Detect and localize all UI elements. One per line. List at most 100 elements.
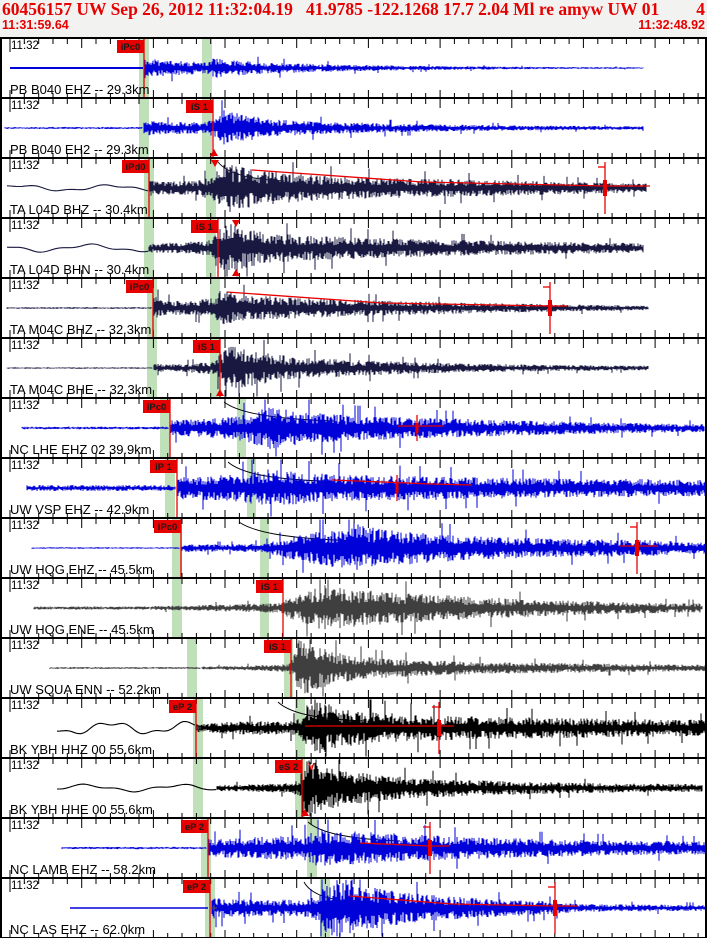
- coda-duration-marker-bar[interactable]: [437, 720, 441, 736]
- phase-pick-label: iS 1: [269, 642, 287, 653]
- time-tick-marks: [9, 99, 699, 157]
- amplitude-marker-bar[interactable]: [415, 423, 419, 433]
- phase-pick-flag[interactable]: [191, 220, 218, 233]
- phase-pick-flag[interactable]: [154, 520, 181, 533]
- coda-fit-red-line: [226, 291, 567, 307]
- seismogram-waveform: [216, 759, 703, 817]
- seismogram-waveform: [153, 339, 649, 397]
- trace-row-ta-m04c-bhe[interactable]: iS 1 11:32 TA M04C BHE -- 32.3km: [2, 337, 705, 397]
- trace-plot: iS 1: [9, 579, 703, 637]
- minute-label: 11:32: [11, 700, 39, 712]
- phase-pick-label: iS 1: [261, 582, 279, 593]
- pre-event-noise-trace: [61, 846, 207, 850]
- seismogram-waveform: [148, 223, 644, 277]
- pre-event-long-period-trace: [56, 720, 196, 735]
- phase-pick-flag[interactable]: [264, 640, 291, 653]
- phase-pick-flag[interactable]: [193, 340, 220, 353]
- minute-label: 11:32: [11, 760, 39, 772]
- station-channel-distance-label: UW HQG EHZ -- 45.5km: [10, 562, 154, 577]
- trace-plot: iPd0: [6, 159, 699, 217]
- phase-pick-flag[interactable]: [183, 880, 210, 893]
- phase-pick-label: eP 2: [187, 882, 206, 893]
- trace-plot: eP 2: [9, 879, 705, 937]
- trace-plot: iPc0: [9, 39, 699, 97]
- station-channel-distance-label: UW VSP EHZ -- 42.9km: [10, 502, 150, 517]
- phase-pick-flag[interactable]: [169, 700, 196, 713]
- time-tick-marks: [9, 879, 699, 937]
- coda-duration-marker-bar[interactable]: [428, 840, 432, 856]
- amplitude-marker-bar[interactable]: [395, 483, 399, 493]
- trace-plot: iS 1: [6, 219, 699, 277]
- trace-row-bk-ybh-hhe[interactable]: eS 2 V 11:32 BK YBH HHE 00 55.6km: [2, 757, 705, 817]
- phase-pick-label: iPd0: [125, 162, 145, 173]
- amplitude-pick-triangle-bottom: [210, 149, 218, 156]
- time-tick-marks: [9, 339, 699, 397]
- trace-row-uw-vsp-ehz[interactable]: iP 1 11:32 UW VSP EHZ -- 42.9km: [2, 457, 705, 517]
- trace-row-pb-b040-eh2[interactable]: iS 1 11:32 PB B040 EH2 -- 29.3km: [2, 97, 705, 157]
- trace-row-nc-lamb-ehz[interactable]: eP 2 11:32 NC LAMB EHZ -- 58.2km: [2, 817, 705, 877]
- phase-pick-flag[interactable]: [150, 460, 177, 473]
- pre-event-long-period-trace: [6, 184, 149, 192]
- seismogram-waveform: [143, 56, 644, 82]
- phase-pick-flag[interactable]: [275, 760, 302, 773]
- time-tick-marks: [9, 759, 699, 817]
- pre-event-noise-trace: [6, 367, 153, 369]
- minute-label: 11:32: [11, 160, 39, 172]
- amplitude-pick-triangle-top: [232, 220, 240, 227]
- minute-label: 11:32: [11, 580, 39, 592]
- trace-plot: eP 2: [9, 819, 705, 877]
- trace-row-uw-squa-enn[interactable]: iS 1 11:32 UW SQUA ENN -- 52.2km: [2, 637, 705, 697]
- trace-row-bk-ybh-hhz[interactable]: eP 2 11:32 BK YBH HHZ 00 55.6km: [2, 697, 705, 757]
- trace-row-ta-l04d-bhn[interactable]: iS 1 11:32 TA L04D BHN -- 30.4km: [2, 217, 705, 277]
- trace-row-uw-hqg-ehz[interactable]: iPc0 11:32 UW HQG EHZ -- 45.5km: [2, 517, 705, 577]
- pre-event-noise-trace: [4, 126, 143, 130]
- trace-row-ta-m04c-bhz[interactable]: iPc0 11:32 TA M04C BHZ -- 32.3km: [2, 277, 705, 337]
- station-channel-distance-label: TA M04C BHE -- 32.3km: [10, 382, 153, 397]
- phase-pick-flag[interactable]: [181, 820, 208, 833]
- seismogram-waveform: [169, 399, 705, 457]
- phase-pick-flag[interactable]: [126, 280, 153, 293]
- trace-plot: iPc0: [9, 519, 705, 577]
- seismogram-waveform: [195, 699, 705, 757]
- time-tick-marks: [9, 699, 699, 757]
- phase-pick-label: iS 1: [196, 222, 214, 233]
- phase-pick-label: eS 2: [279, 762, 299, 773]
- pre-event-noise-trace: [21, 426, 169, 430]
- seismogram-waveform: [143, 100, 644, 145]
- phase-pick-flag[interactable]: [256, 580, 283, 593]
- trace-row-nc-lhe-ehz[interactable]: iPc0 11:32 NC LHE EHZ 02 39.9km: [2, 397, 705, 457]
- pre-event-noise-trace: [26, 485, 176, 491]
- seismogram-waveform: [211, 879, 705, 937]
- trace-row-ta-l04d-bhz[interactable]: iPd0 11:32 TA L04D BHZ -- 30.4km: [2, 157, 705, 217]
- phase-pick-flag[interactable]: [186, 100, 213, 113]
- trace-plot: iS 1: [6, 339, 699, 397]
- phase-pick-flag[interactable]: [122, 160, 149, 173]
- trace-row-pb-b040-ehz[interactable]: iPc0 11:32 PB B040 EHZ -- 29.3km: [2, 37, 705, 97]
- trace-plot: iP 1: [9, 459, 705, 517]
- trace-row-uw-hqg-ene[interactable]: iS 1 11:32 UW HQG ENE -- 45.5km: [2, 577, 705, 637]
- coda-duration-marker-bar[interactable]: [635, 540, 639, 556]
- window-end-time: 11:32:48.92: [638, 18, 705, 32]
- pre-event-noise-trace: [33, 606, 150, 610]
- phase-pick-flag[interactable]: [143, 400, 170, 413]
- coda-duration-marker-bar[interactable]: [603, 180, 607, 196]
- time-tick-marks: [9, 159, 699, 217]
- time-tick-marks: [9, 519, 699, 577]
- trace-row-nc-las-ehz[interactable]: eP 2 11:32 NC LAS EHZ -- 62.0km: [2, 877, 705, 937]
- minute-label: 11:32: [11, 220, 39, 232]
- pick-cross-marker: [195, 725, 201, 731]
- minute-label: 11:32: [11, 880, 39, 892]
- event-summary-text: 60456157 UW Sep 26, 2012 11:32:04.19 41.…: [2, 0, 660, 19]
- phase-pick-label: iP 1: [155, 462, 172, 473]
- station-channel-distance-label: NC LAMB EHZ -- 58.2km: [10, 862, 156, 877]
- amplitude-pick-triangle-bottom: [301, 809, 309, 816]
- phase-pick-flag[interactable]: [117, 40, 144, 53]
- coda-duration-marker-bar[interactable]: [548, 300, 552, 316]
- time-tick-marks: [9, 459, 699, 517]
- coda-duration-marker-bar[interactable]: [553, 900, 557, 916]
- time-tick-marks: [9, 219, 699, 277]
- time-tick-marks: [9, 819, 699, 877]
- station-channel-distance-label: NC LHE EHZ 02 39.9km: [10, 442, 152, 457]
- minute-label: 11:32: [11, 820, 39, 832]
- station-channel-distance-label: PB B040 EH2 -- 29.3km: [10, 142, 149, 157]
